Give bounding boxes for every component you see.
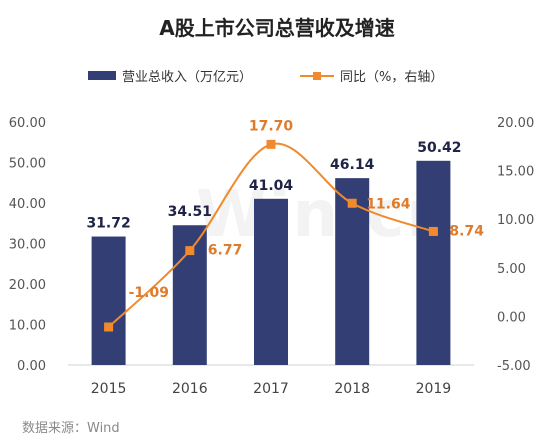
- x-tick-label: 2018: [334, 381, 370, 397]
- x-tick-label: 2019: [416, 381, 452, 397]
- y-right-tick-label: 10.00: [497, 213, 534, 228]
- bar-data-label: 41.04: [249, 178, 294, 194]
- y-left-tick-label: 40.00: [9, 197, 46, 212]
- bar-data-label: 50.42: [417, 140, 461, 156]
- legend: 营业总收入（万亿元） 同比（%，右轴）: [0, 66, 554, 88]
- bar-revenue: [91, 236, 126, 365]
- legend-item-yoy: 同比（%，右轴）: [300, 66, 443, 85]
- y-right-tick-label: 15.00: [497, 165, 534, 180]
- y-right-tick-label: 20.00: [497, 116, 534, 131]
- legend-label-yoy: 同比（%，右轴）: [340, 70, 444, 85]
- y-left-tick-label: 50.00: [9, 157, 46, 172]
- y-left-tick-label: 30.00: [9, 238, 46, 253]
- bar-data-label: 34.51: [168, 204, 212, 220]
- line-data-label: -1.09: [129, 285, 169, 301]
- y-right-tick-label: 5.00: [497, 262, 526, 277]
- x-tick-label: 2016: [172, 381, 208, 397]
- y-left-tick-label: 10.00: [9, 319, 46, 334]
- line-data-label: 11.64: [366, 196, 411, 212]
- bar-data-label: 46.14: [330, 157, 375, 173]
- y-left-tick-label: 60.00: [9, 116, 46, 131]
- bar-revenue: [254, 198, 288, 365]
- y-left-tick-label: 20.00: [9, 278, 46, 293]
- legend-swatch-yoy: [300, 70, 334, 82]
- bar-data-label: 31.72: [86, 216, 130, 232]
- source-note: 数据来源：Wind: [22, 421, 120, 436]
- chart-title: A股上市公司总营收及增速: [159, 16, 395, 40]
- point-yoy: [428, 226, 438, 236]
- x-tick-label: 2017: [253, 381, 289, 397]
- line-data-label: 17.70: [249, 118, 294, 134]
- point-yoy: [185, 246, 195, 256]
- legend-label-revenue: 营业总收入（万亿元）: [122, 70, 253, 85]
- x-tick-label: 2015: [91, 381, 127, 397]
- point-yoy: [266, 139, 276, 149]
- bar-revenue: [416, 160, 451, 365]
- y-right-tick-label: -5.00: [497, 359, 531, 374]
- point-yoy: [104, 322, 114, 332]
- legend-swatch-revenue: [88, 71, 116, 80]
- y-left-tick-label: 0.00: [17, 359, 46, 374]
- watermark: Win.cn: [196, 178, 454, 252]
- point-yoy: [347, 198, 357, 208]
- legend-item-revenue: 营业总收入（万亿元）: [88, 66, 252, 85]
- line-data-label: 6.77: [208, 243, 243, 259]
- line-data-label: 8.74: [449, 223, 484, 239]
- y-right-tick-label: 0.00: [497, 310, 526, 325]
